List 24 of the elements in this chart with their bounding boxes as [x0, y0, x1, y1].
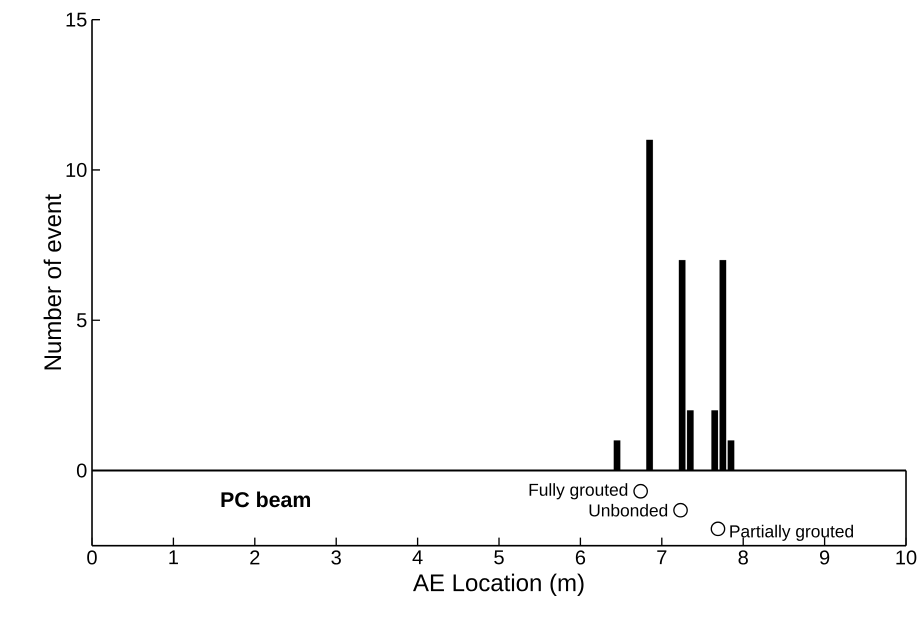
annotation: PC beam	[221, 492, 310, 508]
y-tick-label: 15	[66, 12, 86, 27]
point	[710, 521, 726, 536]
y-tick-label: 0	[76, 463, 86, 478]
annotation: Partially grouted	[730, 524, 854, 541]
x-tick-label: 5	[494, 550, 504, 564]
x-tick-label: 2	[250, 550, 260, 564]
x-tick-label: 9	[820, 550, 830, 565]
x-tick-label: 6	[576, 550, 586, 565]
y-tick-label: 10	[66, 162, 86, 178]
x-axis-title: AE Location (m)	[413, 574, 584, 596]
x-tick-label: 8	[738, 550, 748, 565]
point	[673, 502, 688, 518]
point	[633, 484, 648, 499]
x-tick-label: 1	[169, 550, 178, 564]
x-tick-label: 0	[87, 550, 97, 565]
y-tick-label: 5	[76, 313, 86, 328]
x-tick-label: 10	[896, 550, 916, 565]
y-axis-title: Number of event	[44, 194, 62, 370]
x-tick-label: 7	[657, 550, 666, 564]
annotation: Unbonded	[590, 504, 668, 517]
annotation: Fully grouted	[530, 483, 628, 500]
x-tick-label: 3	[331, 550, 341, 565]
x-tick-label: 4	[412, 550, 423, 564]
